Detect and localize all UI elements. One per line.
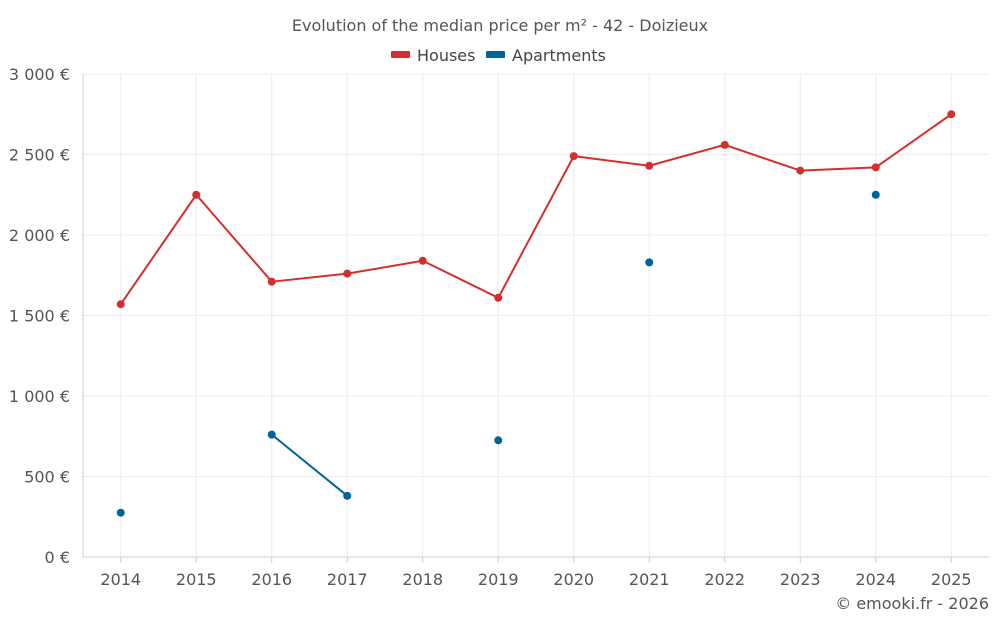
data-point-houses-2023[interactable] — [796, 166, 805, 175]
data-point-houses-2015[interactable] — [192, 190, 201, 199]
x-tick-label: 2021 — [629, 570, 670, 589]
y-axis: 0 € 500 € 1 000 € 1 500 € 2 000 € 2 500 € 3 00… — [9, 65, 84, 567]
y-tick-label: 1 500 € — [9, 307, 70, 326]
data-point-houses-2018[interactable] — [418, 256, 427, 265]
series-line-apartments — [271, 433, 348, 497]
legend-item-houses[interactable]: Houses — [391, 46, 475, 65]
x-tick-label: 2017 — [327, 570, 368, 589]
x-tick-label: 2014 — [100, 570, 141, 589]
series-houses — [116, 110, 956, 309]
x-tick-label: 2016 — [251, 570, 292, 589]
data-point-houses-2016[interactable] — [267, 277, 276, 286]
data-point-houses-2017[interactable] — [343, 269, 352, 278]
y-tick-label: 500 € — [24, 468, 70, 487]
data-point-houses-2019[interactable] — [494, 293, 503, 302]
x-tick-label: 2015 — [176, 570, 217, 589]
x-tick-label: 2019 — [478, 570, 519, 589]
data-point-apartments-2021[interactable] — [645, 258, 654, 267]
x-axis: 2014 2015 2016 2017 2018 2019 2020 2021 2022 2023… — [83, 556, 989, 589]
x-tick-label: 2025 — [931, 570, 972, 589]
x-tick-label: 2024 — [855, 570, 896, 589]
data-point-houses-2014[interactable] — [116, 300, 125, 309]
chart-title: Evolution of the median price per m² - 4… — [292, 16, 708, 35]
data-point-apartments-2017[interactable] — [343, 491, 352, 500]
grid — [83, 73, 989, 557]
y-tick-label: 2 000 € — [9, 226, 70, 245]
legend: Houses Apartments — [391, 46, 606, 65]
data-point-houses-2022[interactable] — [720, 140, 729, 149]
series-line-houses — [119, 113, 952, 305]
data-point-houses-2025[interactable] — [947, 110, 956, 119]
data-point-apartments-2019[interactable] — [494, 436, 503, 445]
x-tick-label: 2020 — [553, 570, 594, 589]
y-tick-label: 3 000 € — [9, 65, 70, 84]
data-point-houses-2020[interactable] — [569, 152, 578, 161]
x-tick-label: 2018 — [402, 570, 443, 589]
series-apartments — [116, 190, 880, 517]
y-tick-label: 1 000 € — [9, 387, 70, 406]
x-tick-label: 2023 — [780, 570, 821, 589]
data-point-apartments-2014[interactable] — [116, 508, 125, 517]
legend-swatch-houses — [391, 51, 410, 58]
data-point-houses-2021[interactable] — [645, 161, 654, 170]
copyright-text: © emooki.fr - 2026 — [835, 594, 989, 613]
data-point-houses-2024[interactable] — [871, 163, 880, 172]
legend-label-houses: Houses — [417, 46, 475, 65]
x-tick-label: 2022 — [704, 570, 745, 589]
legend-swatch-apartments — [486, 51, 505, 58]
data-point-apartments-2016[interactable] — [267, 430, 276, 439]
y-tick-label: 2 500 € — [9, 146, 70, 165]
legend-item-apartments[interactable]: Apartments — [486, 46, 606, 65]
data-point-apartments-2024[interactable] — [871, 190, 880, 199]
legend-label-apartments: Apartments — [512, 46, 606, 65]
series-layer — [116, 110, 956, 517]
y-tick-label: 0 € — [45, 548, 70, 567]
